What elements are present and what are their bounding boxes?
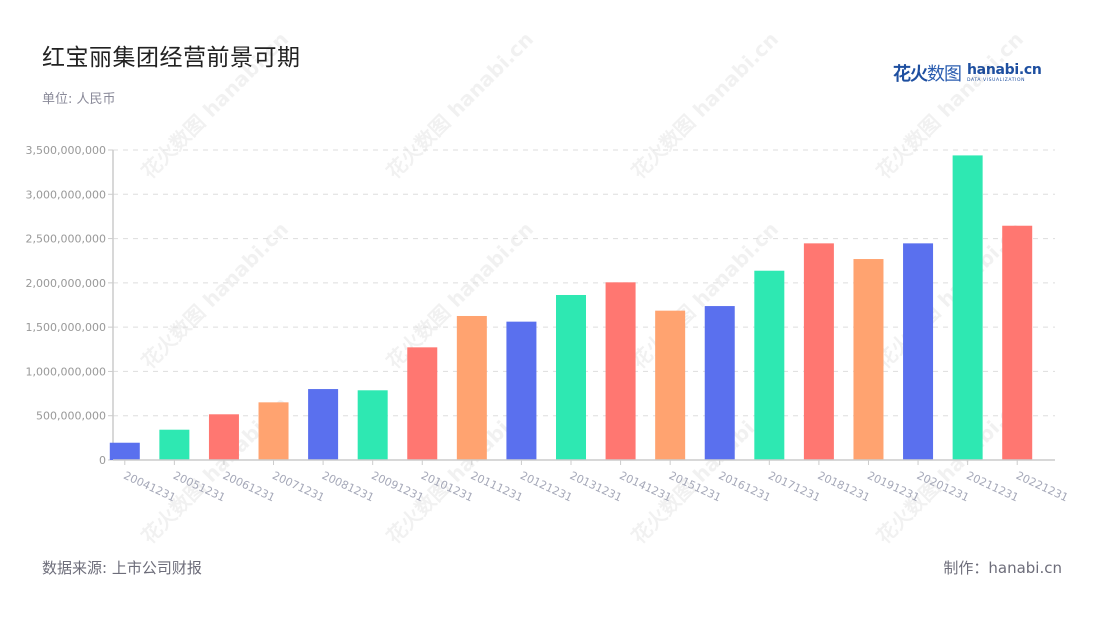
logo-cn-bold: 花火 <box>893 64 928 85</box>
x-tick-label: 20141231 <box>617 469 673 504</box>
watermark-text: 花火数图 hanabi.cn <box>137 27 293 183</box>
bar-20221231[interactable] <box>1002 225 1033 460</box>
bar-20101231[interactable] <box>407 347 438 460</box>
y-tick-label: 2,500,000,000 <box>26 233 106 246</box>
logo-cn-text: 花火数图 <box>893 60 962 86</box>
bar-20091231[interactable] <box>357 390 388 460</box>
bar-20201231[interactable] <box>903 243 934 460</box>
x-tick-label: 20221231 <box>1014 469 1070 504</box>
x-tick-label: 20161231 <box>716 469 772 504</box>
bar-20161231[interactable] <box>704 306 735 460</box>
data-source: 数据来源: 上市公司财报 <box>42 559 202 577</box>
bar-20131231[interactable] <box>556 294 586 460</box>
bar-20141231[interactable] <box>605 282 636 460</box>
unit-label: 单位: 人民币 <box>42 92 116 107</box>
x-tick-label: 20181231 <box>816 469 872 504</box>
bar-20071231[interactable] <box>258 402 289 460</box>
bar-20181231[interactable] <box>803 243 834 460</box>
y-tick-label: 3,000,000,000 <box>26 188 106 201</box>
y-axis: 0 500,000,000 1,000,000,000 1,500,000,000 2,… <box>26 144 114 467</box>
x-tick-label: 20091231 <box>369 469 425 504</box>
x-tick-label: 20211231 <box>964 469 1020 504</box>
bar-20191231[interactable] <box>853 259 884 460</box>
chart-title: 红宝丽集团经营前景可期 <box>42 45 301 71</box>
x-tick-label: 20121231 <box>518 469 574 504</box>
x-tick-label: 20041231 <box>122 469 178 504</box>
hanabi-logo: 花火数图 hanabi.cn DATA VISUALIZATION <box>893 60 1042 86</box>
logo-en-name: hanabi.cn <box>967 61 1042 78</box>
y-tick-label: 0 <box>99 454 106 467</box>
watermark-text: 花火数图 hanabi.cn <box>382 27 538 183</box>
bar-20171231[interactable] <box>754 270 785 460</box>
watermark-text: 花火数图 hanabi.cn <box>872 27 1028 183</box>
y-tick-label: 500,000,000 <box>36 410 106 423</box>
x-tick-label: 20081231 <box>320 469 376 504</box>
bar-20061231[interactable] <box>208 414 239 460</box>
y-tick-label: 3,500,000,000 <box>26 144 106 157</box>
logo-en-tag: DATA VISUALIZATION <box>967 77 1026 83</box>
watermark-layer: 花火数图 hanabi.cn 花火数图 hanabi.cn 花火数图 hanabi.… <box>137 27 1028 548</box>
bar-20151231[interactable] <box>655 310 686 460</box>
watermark-text: 花火数图 hanabi.cn <box>137 217 293 373</box>
bar-20211231[interactable] <box>952 155 983 460</box>
x-tick-label: 20071231 <box>270 469 326 504</box>
bar-20051231[interactable] <box>159 429 190 460</box>
bar-20041231[interactable] <box>109 442 140 460</box>
x-tick-label: 20191231 <box>865 469 921 504</box>
watermark-text: 花火数图 hanabi.cn <box>627 27 783 183</box>
bars <box>109 155 1033 460</box>
y-tick-label: 1,500,000,000 <box>26 321 106 334</box>
logo-en-text: hanabi.cn DATA VISUALIZATION <box>967 63 1042 84</box>
bar-20081231[interactable] <box>308 389 339 460</box>
y-tick-label: 1,000,000,000 <box>26 365 106 378</box>
logo-cn-light: 数图 <box>927 64 962 85</box>
x-tick-label: 20111231 <box>469 469 525 504</box>
bar-20111231[interactable] <box>456 315 487 460</box>
x-tick-label: 20171231 <box>766 469 822 504</box>
y-tick-label: 2,000,000,000 <box>26 277 106 290</box>
credit-link[interactable]: 制作：hanabi.cn <box>943 559 1062 577</box>
x-tick-label: 20061231 <box>221 469 277 504</box>
bar-20121231[interactable] <box>506 321 537 460</box>
x-tick-label: 20131231 <box>568 469 624 504</box>
